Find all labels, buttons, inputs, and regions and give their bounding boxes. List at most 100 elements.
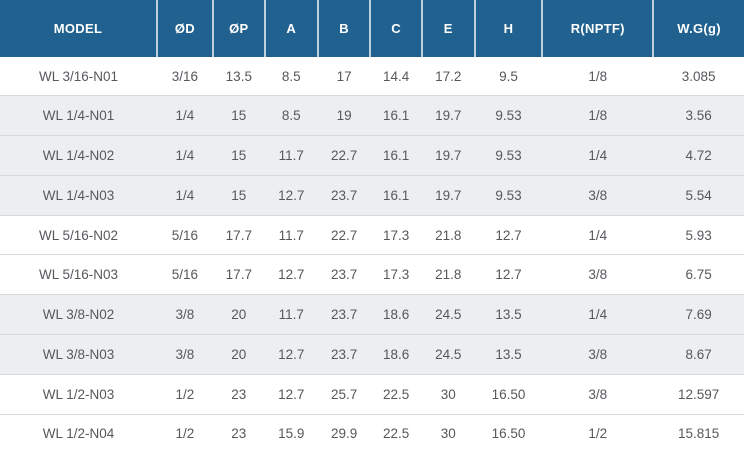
value-cell: 22.5 (370, 374, 422, 415)
value-cell: 1/2 (542, 413, 654, 453)
value-cell: 30 (421, 374, 475, 415)
value-cell: 23.7 (317, 174, 371, 216)
value-cell: 15 (212, 174, 265, 216)
value-cell: 5/16 (156, 214, 213, 255)
value-cell: 9.53 (474, 174, 543, 216)
model-cell: WL 5/16-N03 (0, 254, 157, 295)
value-cell: 11.7 (264, 294, 318, 335)
table-row: WL 1/2-N04 1/2 23 15.9 29.9 22.5 30 16.50 1/2 15.… (0, 413, 744, 453)
value-cell: 22.7 (317, 214, 371, 255)
header-cell-a: A (263, 0, 318, 57)
value-cell: 17.7 (212, 214, 265, 255)
value-cell: 3/8 (156, 294, 213, 335)
table-row: WL 1/4-N02 1/4 15 11.7 22.7 16.1 19.7 9.53 1/4 4.… (0, 134, 744, 176)
value-cell: 29.9 (317, 413, 371, 453)
value-cell: 9.5 (474, 57, 543, 96)
table-row: WL 3/8-N02 3/8 20 11.7 23.7 18.6 24.5 13.5 1/4 7.… (0, 294, 744, 335)
value-cell: 3/8 (542, 374, 654, 415)
value-cell: 15.9 (264, 413, 318, 453)
value-cell: 3/8 (156, 334, 213, 375)
value-cell: 5/16 (156, 254, 213, 295)
table-body: WL 3/16-N01 3/16 13.5 8.5 17 14.4 17.2 9.5 1/8 3.… (0, 57, 744, 453)
model-cell: WL 3/8-N02 (0, 294, 157, 335)
value-cell: 9.53 (474, 134, 543, 176)
value-cell: 11.7 (264, 214, 318, 255)
value-cell: 13.5 (474, 334, 543, 375)
value-cell: 23.7 (317, 334, 371, 375)
value-cell: 1/8 (542, 95, 654, 136)
value-cell: 17.7 (212, 254, 265, 295)
value-cell: 21.8 (421, 254, 475, 295)
value-cell: 16.50 (474, 413, 543, 453)
model-cell: WL 1/4-N01 (0, 95, 157, 136)
value-cell: 21.8 (421, 214, 475, 255)
value-cell: 1/4 (156, 174, 213, 216)
table-row: WL 1/4-N03 1/4 15 12.7 23.7 16.1 19.7 9.53 3/8 5.… (0, 174, 744, 216)
model-cell: WL 1/2-N03 (0, 374, 157, 415)
value-cell: 17 (317, 57, 371, 96)
value-cell: 16.1 (370, 174, 422, 216)
value-cell: 6.75 (653, 254, 744, 295)
value-cell: 17.3 (370, 254, 422, 295)
value-cell: 11.7 (264, 134, 318, 176)
value-cell: 19.7 (421, 95, 475, 136)
value-cell: 18.6 (370, 334, 422, 375)
header-cell-w-g-g: W.G(g) (652, 0, 744, 57)
value-cell: 15 (212, 95, 265, 136)
header-row: MODEL ØD ØP A B C E H R(NPTF) W.G(g) (0, 0, 744, 57)
value-cell: 13.5 (474, 294, 543, 335)
value-cell: 1/2 (156, 374, 213, 415)
header-cell-model: MODEL (0, 0, 157, 57)
value-cell: 1/8 (542, 57, 654, 96)
value-cell: 30 (421, 413, 475, 453)
header-cell-p: ØP (211, 0, 265, 57)
table-row: WL 5/16-N02 5/16 17.7 11.7 22.7 17.3 21.8 12.7 1… (0, 214, 744, 255)
header-cell-r-nptf: R(NPTF) (541, 0, 654, 57)
model-cell: WL 1/2-N04 (0, 413, 157, 453)
value-cell: 19.7 (421, 174, 475, 216)
value-cell: 20 (212, 294, 265, 335)
model-cell: WL 1/4-N02 (0, 134, 157, 176)
value-cell: 23 (212, 374, 265, 415)
value-cell: 18.6 (370, 294, 422, 335)
value-cell: 3/8 (542, 174, 654, 216)
value-cell: 16.1 (370, 95, 422, 136)
value-cell: 12.597 (653, 374, 744, 415)
value-cell: 4.72 (653, 134, 744, 176)
value-cell: 14.4 (370, 57, 422, 96)
value-cell: 15 (212, 134, 265, 176)
value-cell: 24.5 (421, 294, 475, 335)
value-cell: 22.5 (370, 413, 422, 453)
value-cell: 12.7 (264, 374, 318, 415)
value-cell: 19.7 (421, 134, 475, 176)
value-cell: 13.5 (212, 57, 265, 96)
value-cell: 16.1 (370, 134, 422, 176)
value-cell: 25.7 (317, 374, 371, 415)
value-cell: 8.67 (653, 334, 744, 375)
value-cell: 1/2 (156, 413, 213, 453)
value-cell: 1/4 (156, 95, 213, 136)
value-cell: 12.7 (264, 174, 318, 216)
value-cell: 22.7 (317, 134, 371, 176)
value-cell: 12.7 (474, 254, 543, 295)
table-row: WL 5/16-N03 5/16 17.7 12.7 23.7 17.3 21.8 12.7 3… (0, 254, 744, 295)
value-cell: 5.93 (653, 214, 744, 255)
value-cell: 5.54 (653, 174, 744, 216)
value-cell: 20 (212, 334, 265, 375)
table-row: WL 3/16-N01 3/16 13.5 8.5 17 14.4 17.2 9.5 1/8 3.… (0, 57, 744, 96)
value-cell: 9.53 (474, 95, 543, 136)
value-cell: 1/4 (542, 294, 654, 335)
table-row: WL 1/2-N03 1/2 23 12.7 25.7 22.5 30 16.50 3/8 12.… (0, 374, 744, 415)
value-cell: 1/4 (156, 134, 213, 176)
table-row: WL 1/4-N01 1/4 15 8.5 19 16.1 19.7 9.53 1/8 3.56 (0, 95, 744, 136)
value-cell: 17.3 (370, 214, 422, 255)
model-cell: WL 1/4-N03 (0, 174, 157, 216)
table-row: WL 3/8-N03 3/8 20 12.7 23.7 18.6 24.5 13.5 3/8 8.… (0, 334, 744, 375)
value-cell: 23.7 (317, 254, 371, 295)
value-cell: 12.7 (264, 334, 318, 375)
header-cell-d: ØD (155, 0, 213, 57)
value-cell: 19 (317, 95, 371, 136)
value-cell: 8.5 (264, 95, 318, 136)
value-cell: 12.7 (264, 254, 318, 295)
